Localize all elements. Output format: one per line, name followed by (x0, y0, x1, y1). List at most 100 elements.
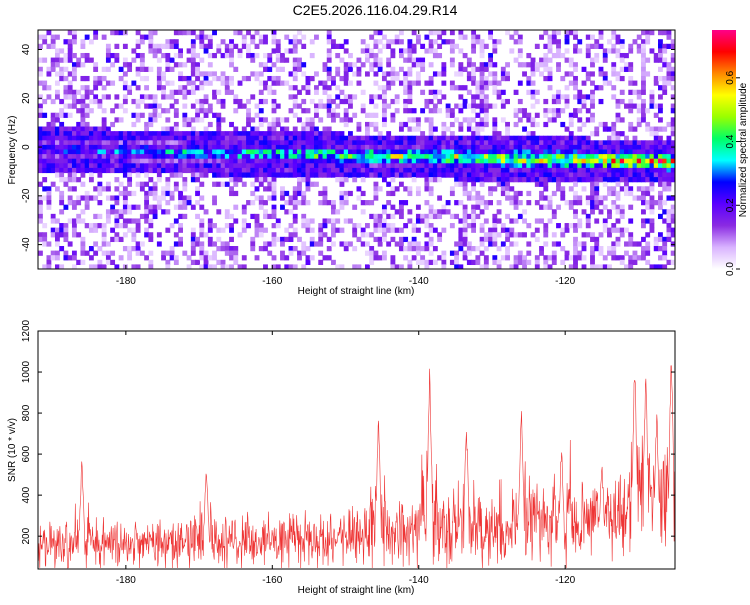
spectrogram-cell (275, 140, 281, 146)
spectrogram-cell (114, 264, 120, 269)
spectrogram-cell (428, 131, 434, 137)
spectrogram-cell (326, 144, 332, 151)
spectrogram-cell (144, 172, 150, 178)
spectrogram-cell (195, 75, 200, 82)
spectrogram-cell (403, 57, 409, 63)
spectrogram-cell (432, 103, 438, 109)
spectrogram-cell (122, 264, 128, 269)
spectrogram-cell (564, 39, 570, 45)
spectrogram-cell (258, 246, 264, 252)
spectrogram-cell (80, 135, 86, 141)
spectrogram-cell (250, 135, 256, 141)
spectrogram-cell (182, 135, 188, 141)
spectrogram-cell (585, 172, 591, 178)
spectrogram-cell (585, 71, 591, 77)
spectrogram-cell (492, 121, 498, 128)
spectrogram-cell (212, 154, 217, 160)
spectrogram-cell (543, 149, 549, 155)
spectrogram-cell (161, 140, 166, 146)
spectrogram-cell (122, 85, 128, 91)
spectrogram-cell (590, 89, 595, 95)
spectrogram-cell (212, 181, 217, 187)
spectrogram-cell (297, 57, 302, 63)
spectrogram-cell (76, 232, 82, 238)
spectrogram-cell (54, 80, 60, 86)
spectrogram-cell (377, 163, 383, 169)
spectrogram-cell (475, 149, 481, 155)
spectrogram-cell (636, 140, 642, 146)
spectrogram-cell (93, 98, 99, 105)
spectrogram-cell (381, 232, 387, 238)
spectrogram-cell (46, 71, 52, 77)
spectrogram-cell (577, 149, 583, 155)
spectrogram-cell (280, 204, 285, 210)
spectrogram-cell (322, 149, 328, 155)
spectrogram-cell (628, 89, 634, 95)
spectrogram-cell (628, 149, 634, 155)
spectrogram-cell (241, 264, 247, 269)
spectrogram-cell (318, 163, 324, 169)
spectrogram-cell (615, 71, 621, 77)
spectrogram-cell (67, 43, 73, 49)
spectrogram-cell (607, 167, 612, 174)
spectrogram-cell (88, 223, 94, 229)
spectrogram-cell (534, 112, 540, 118)
spectrogram-cell (369, 140, 375, 146)
spectrogram-cell (127, 190, 133, 197)
spectrogram-cell (628, 259, 634, 266)
spectrogram-cell (275, 149, 281, 155)
spectrogram-cell (50, 135, 56, 141)
spectrogram-cell (297, 250, 302, 256)
spectrogram-cell (381, 236, 387, 243)
spectrogram-cell (424, 117, 430, 123)
spectrogram-cell (547, 66, 553, 72)
spectrogram-cell (305, 80, 311, 86)
spectrogram-cell (297, 39, 302, 45)
spectrogram-cell (505, 71, 510, 77)
spectrogram-cell (203, 80, 209, 86)
spectrogram-cell (577, 154, 583, 160)
spectrogram-cell (364, 154, 370, 160)
spectrogram-cell (496, 259, 502, 266)
spectrogram-cell (297, 135, 302, 141)
spectrogram-cell (564, 126, 570, 132)
spectrogram-cell (54, 48, 60, 54)
spectrogram-cell (590, 264, 595, 269)
spectrogram-cell (50, 232, 56, 238)
spectrogram-cell (156, 167, 162, 174)
spectrogram-cell (199, 34, 205, 40)
spectrogram-cell (258, 223, 264, 229)
spectrogram-cell (602, 48, 608, 54)
spectrogram-cell (335, 154, 341, 160)
spectrogram-cell (424, 218, 430, 224)
spectrogram-cell (110, 259, 116, 266)
spectrogram-cell (658, 103, 663, 109)
spectrogram-cell (144, 66, 150, 72)
spectrogram-cell (398, 204, 404, 210)
spectrogram-cell (182, 117, 188, 123)
spectrogram-cell (505, 181, 510, 187)
spectrogram-cell (394, 154, 400, 160)
spectrogram-cell (496, 135, 502, 141)
spectrogram-cell (122, 172, 128, 178)
spectrogram-cell (190, 39, 196, 45)
spectrogram-cell (156, 232, 162, 238)
spectrogram-cell (585, 75, 591, 82)
spectrogram-cell (534, 167, 540, 174)
spectrogram-cell (59, 48, 65, 54)
spectrogram-cell (662, 218, 668, 224)
spectrogram-cell (42, 57, 48, 63)
spectrogram-cell (331, 98, 336, 105)
spectrogram-cell (445, 126, 451, 132)
spectrogram-cell (466, 57, 472, 63)
spectrogram-cell (71, 172, 77, 178)
spectrogram-cell (403, 85, 409, 91)
spectrogram-cell (615, 144, 621, 151)
spectrogram-cell (267, 85, 273, 91)
spectrogram-cell (445, 140, 451, 146)
spectrogram-cell (63, 52, 69, 59)
spectrogram-cell (556, 135, 561, 141)
spectrogram-cell (590, 232, 595, 238)
spectrogram-cell (216, 246, 222, 252)
spectrogram-cell (195, 85, 200, 91)
